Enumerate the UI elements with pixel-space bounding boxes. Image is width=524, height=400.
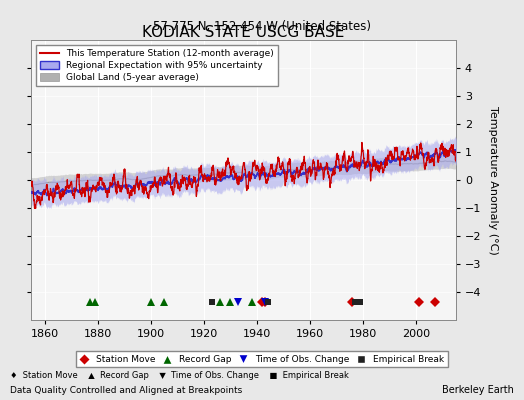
Text: Berkeley Earth: Berkeley Earth <box>442 385 514 395</box>
Text: Data Quality Controlled and Aligned at Breakpoints: Data Quality Controlled and Aligned at B… <box>10 386 243 395</box>
Legend: Station Move, Record Gap, Time of Obs. Change, Empirical Break: Station Move, Record Gap, Time of Obs. C… <box>77 351 447 368</box>
Text: 57.775 N, 152.454 W (United States): 57.775 N, 152.454 W (United States) <box>153 20 371 33</box>
Y-axis label: Temperature Anomaly (°C): Temperature Anomaly (°C) <box>488 106 498 254</box>
Legend: This Temperature Station (12-month average), Regional Expectation with 95% uncer: This Temperature Station (12-month avera… <box>36 44 278 86</box>
Text: ♦  Station Move    ▲  Record Gap    ▼  Time of Obs. Change    ■  Empirical Break: ♦ Station Move ▲ Record Gap ▼ Time of Ob… <box>10 371 350 380</box>
Title: KODIAK STATE USCG BASE: KODIAK STATE USCG BASE <box>143 25 345 40</box>
